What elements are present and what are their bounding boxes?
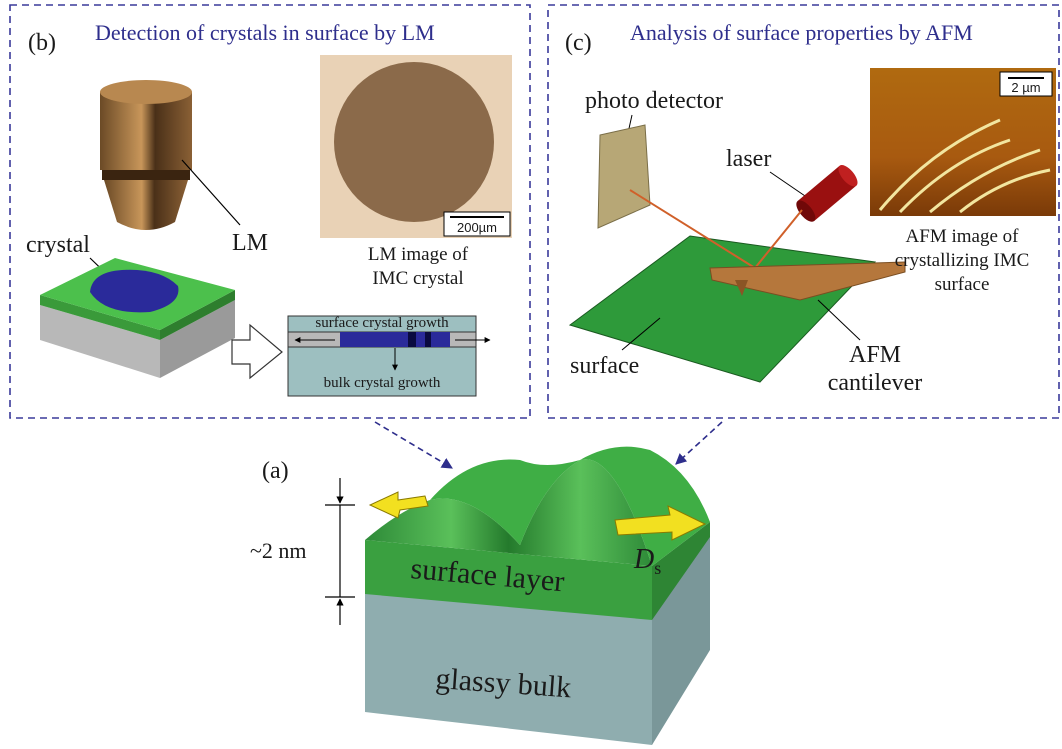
cantilever-label: cantilever bbox=[828, 370, 923, 396]
leader bbox=[181, 159, 241, 226]
caption: LM image of bbox=[368, 244, 469, 265]
caption: surface bbox=[935, 274, 990, 295]
leader bbox=[817, 299, 861, 341]
crystals bbox=[878, 118, 1051, 214]
panel-label: (c) bbox=[565, 30, 592, 56]
diffusion-arrow bbox=[368, 491, 429, 519]
objective-label: LM bbox=[232, 230, 268, 256]
photo-detector bbox=[597, 124, 651, 229]
cantilever bbox=[709, 261, 906, 301]
arrow bbox=[231, 323, 283, 380]
panel-label: (a) bbox=[262, 458, 289, 484]
crystal-blob bbox=[334, 62, 494, 222]
diffusion-arrow bbox=[614, 505, 707, 541]
leader bbox=[769, 171, 809, 199]
caption: IMC crystal bbox=[372, 268, 463, 289]
growth-diagram bbox=[287, 315, 491, 397]
panel-b-frame bbox=[9, 4, 531, 419]
surface-label: surface bbox=[570, 353, 639, 379]
laser bbox=[796, 165, 858, 222]
caption: AFM image of bbox=[906, 226, 1020, 247]
panel-label: (b) bbox=[28, 30, 56, 56]
dimension bbox=[325, 478, 355, 625]
scale-label: 2 µm bbox=[1011, 80, 1040, 95]
scale-box bbox=[999, 71, 1053, 97]
laser-label: laser bbox=[726, 146, 771, 172]
connector bbox=[675, 421, 723, 465]
caption: crystallizing IMC bbox=[895, 250, 1030, 271]
growth-label: surface crystal growth bbox=[315, 315, 449, 331]
detector-label: photo detector bbox=[585, 88, 723, 114]
diffusion-symbol: Ds bbox=[633, 544, 661, 578]
panel-title: Detection of crystals in surface by LM bbox=[95, 20, 435, 45]
connector bbox=[374, 421, 453, 469]
crystal-label: crystal bbox=[26, 232, 90, 258]
cantilever-label: AFM bbox=[849, 342, 901, 368]
panel-c-frame bbox=[547, 4, 1060, 419]
panel-title: Analysis of surface properties by AFM bbox=[630, 20, 973, 45]
growth-label: bulk crystal growth bbox=[324, 375, 441, 391]
sample-block bbox=[40, 258, 235, 378]
tip bbox=[735, 280, 748, 296]
sample-block bbox=[365, 446, 710, 745]
leader bbox=[621, 317, 661, 351]
thickness-label: ~2 nm bbox=[250, 538, 307, 563]
objective bbox=[100, 80, 192, 230]
scale-label: 200µm bbox=[457, 220, 497, 235]
